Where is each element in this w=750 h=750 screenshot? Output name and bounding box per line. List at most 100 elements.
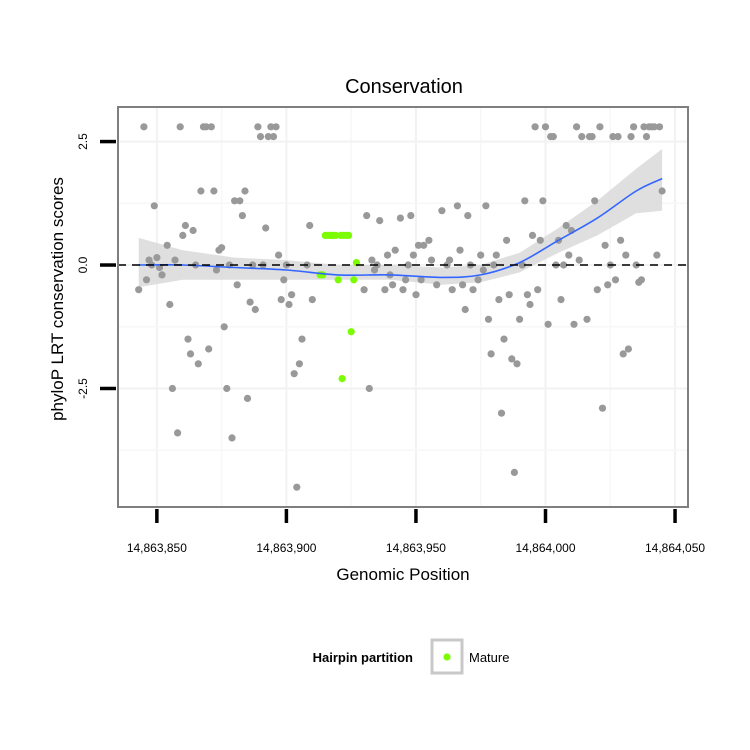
- data-point: [508, 355, 516, 363]
- data-point: [521, 197, 529, 205]
- data-point: [477, 251, 485, 259]
- x-tick-label: 14,863,950: [386, 541, 446, 555]
- data-point: [487, 350, 495, 358]
- data-point: [560, 261, 568, 269]
- y-axis-title: phyloP LRT conservation scores: [48, 177, 67, 421]
- data-point: [277, 296, 285, 304]
- data-point: [531, 123, 539, 131]
- data-point: [420, 241, 428, 249]
- data-point: [402, 276, 410, 284]
- data-point: [269, 133, 278, 141]
- data-point: [306, 221, 314, 230]
- data-point: [604, 281, 612, 289]
- data-point: [205, 345, 213, 353]
- data-point: [459, 281, 467, 289]
- data-point: [233, 281, 241, 289]
- data-point: [168, 384, 176, 393]
- data-point: [142, 276, 151, 284]
- data-point: [389, 281, 397, 289]
- data-point: [479, 266, 487, 274]
- data-point: [158, 271, 166, 279]
- plot-area: [117, 106, 689, 508]
- data-point: [176, 123, 184, 131]
- data-point: [461, 305, 469, 314]
- x-tick-label: 14,864,000: [515, 541, 575, 555]
- data-point: [611, 276, 620, 284]
- data-point-mature: [347, 328, 355, 336]
- data-point: [308, 296, 316, 304]
- plot-border: [117, 106, 689, 508]
- data-point: [658, 187, 666, 195]
- data-point: [593, 286, 601, 294]
- data-point: [456, 246, 464, 254]
- data-point: [184, 335, 192, 343]
- data-point: [609, 133, 617, 141]
- data-point: [220, 323, 228, 331]
- data-point: [181, 221, 189, 230]
- data-point-mature: [332, 231, 340, 239]
- data-point: [381, 286, 389, 294]
- data-point: [179, 231, 187, 239]
- data-point-mature: [350, 276, 358, 284]
- data-point: [267, 123, 275, 131]
- data-point: [135, 286, 143, 294]
- y-tick-label: 2.5: [76, 133, 90, 150]
- data-point: [557, 296, 565, 304]
- x-axis-title: Genomic Position: [336, 565, 469, 584]
- data-point: [575, 256, 583, 264]
- data-point: [539, 197, 547, 205]
- data-point: [570, 320, 578, 328]
- data-point: [396, 214, 404, 222]
- data-point: [505, 291, 513, 299]
- data-point: [280, 276, 288, 284]
- data-point: [171, 256, 179, 264]
- data-point: [617, 236, 625, 244]
- data-point: [264, 133, 272, 141]
- data-point: [528, 231, 537, 239]
- data-point: [469, 286, 477, 294]
- data-point: [601, 241, 609, 249]
- x-tick-label: 14,863,900: [256, 541, 316, 555]
- data-point: [249, 261, 257, 269]
- data-point: [534, 286, 542, 294]
- data-point: [500, 335, 508, 343]
- data-point: [497, 409, 506, 417]
- data-point: [598, 404, 607, 412]
- data-point: [453, 202, 461, 210]
- data-point: [425, 236, 433, 244]
- data-point: [630, 123, 638, 131]
- data-point: [254, 123, 262, 131]
- data-point: [363, 212, 371, 220]
- y-axis: -2.5 0.0 2.5: [76, 133, 116, 399]
- data-point: [490, 261, 498, 269]
- data-point: [275, 251, 283, 259]
- legend-label-mature: Mature: [469, 650, 509, 665]
- data-point: [650, 123, 658, 131]
- data-point: [243, 394, 252, 402]
- data-point: [241, 187, 249, 195]
- data-point: [290, 370, 298, 378]
- data-point: [360, 286, 368, 294]
- data-point: [642, 133, 651, 141]
- x-axis: 14,863,850 14,863,900 14,863,950 14,864,000…: [127, 509, 705, 555]
- data-point: [464, 212, 472, 220]
- smooth-trend-line: [138, 177, 663, 279]
- data-point: [223, 384, 231, 393]
- data-point: [583, 315, 591, 323]
- data-point: [627, 133, 635, 141]
- data-point-mature: [319, 271, 327, 279]
- data-point: [503, 236, 511, 244]
- data-point: [591, 197, 599, 205]
- data-point: [578, 133, 586, 141]
- data-point: [293, 483, 301, 491]
- data-point: [272, 123, 280, 131]
- data-point: [433, 281, 441, 289]
- data-point: [295, 360, 303, 368]
- data-point: [549, 133, 557, 141]
- data-point: [399, 286, 407, 294]
- data-point: [231, 197, 239, 205]
- data-point: [409, 251, 417, 259]
- scatter-points: [135, 123, 666, 491]
- legend-title: Hairpin partition: [313, 650, 413, 665]
